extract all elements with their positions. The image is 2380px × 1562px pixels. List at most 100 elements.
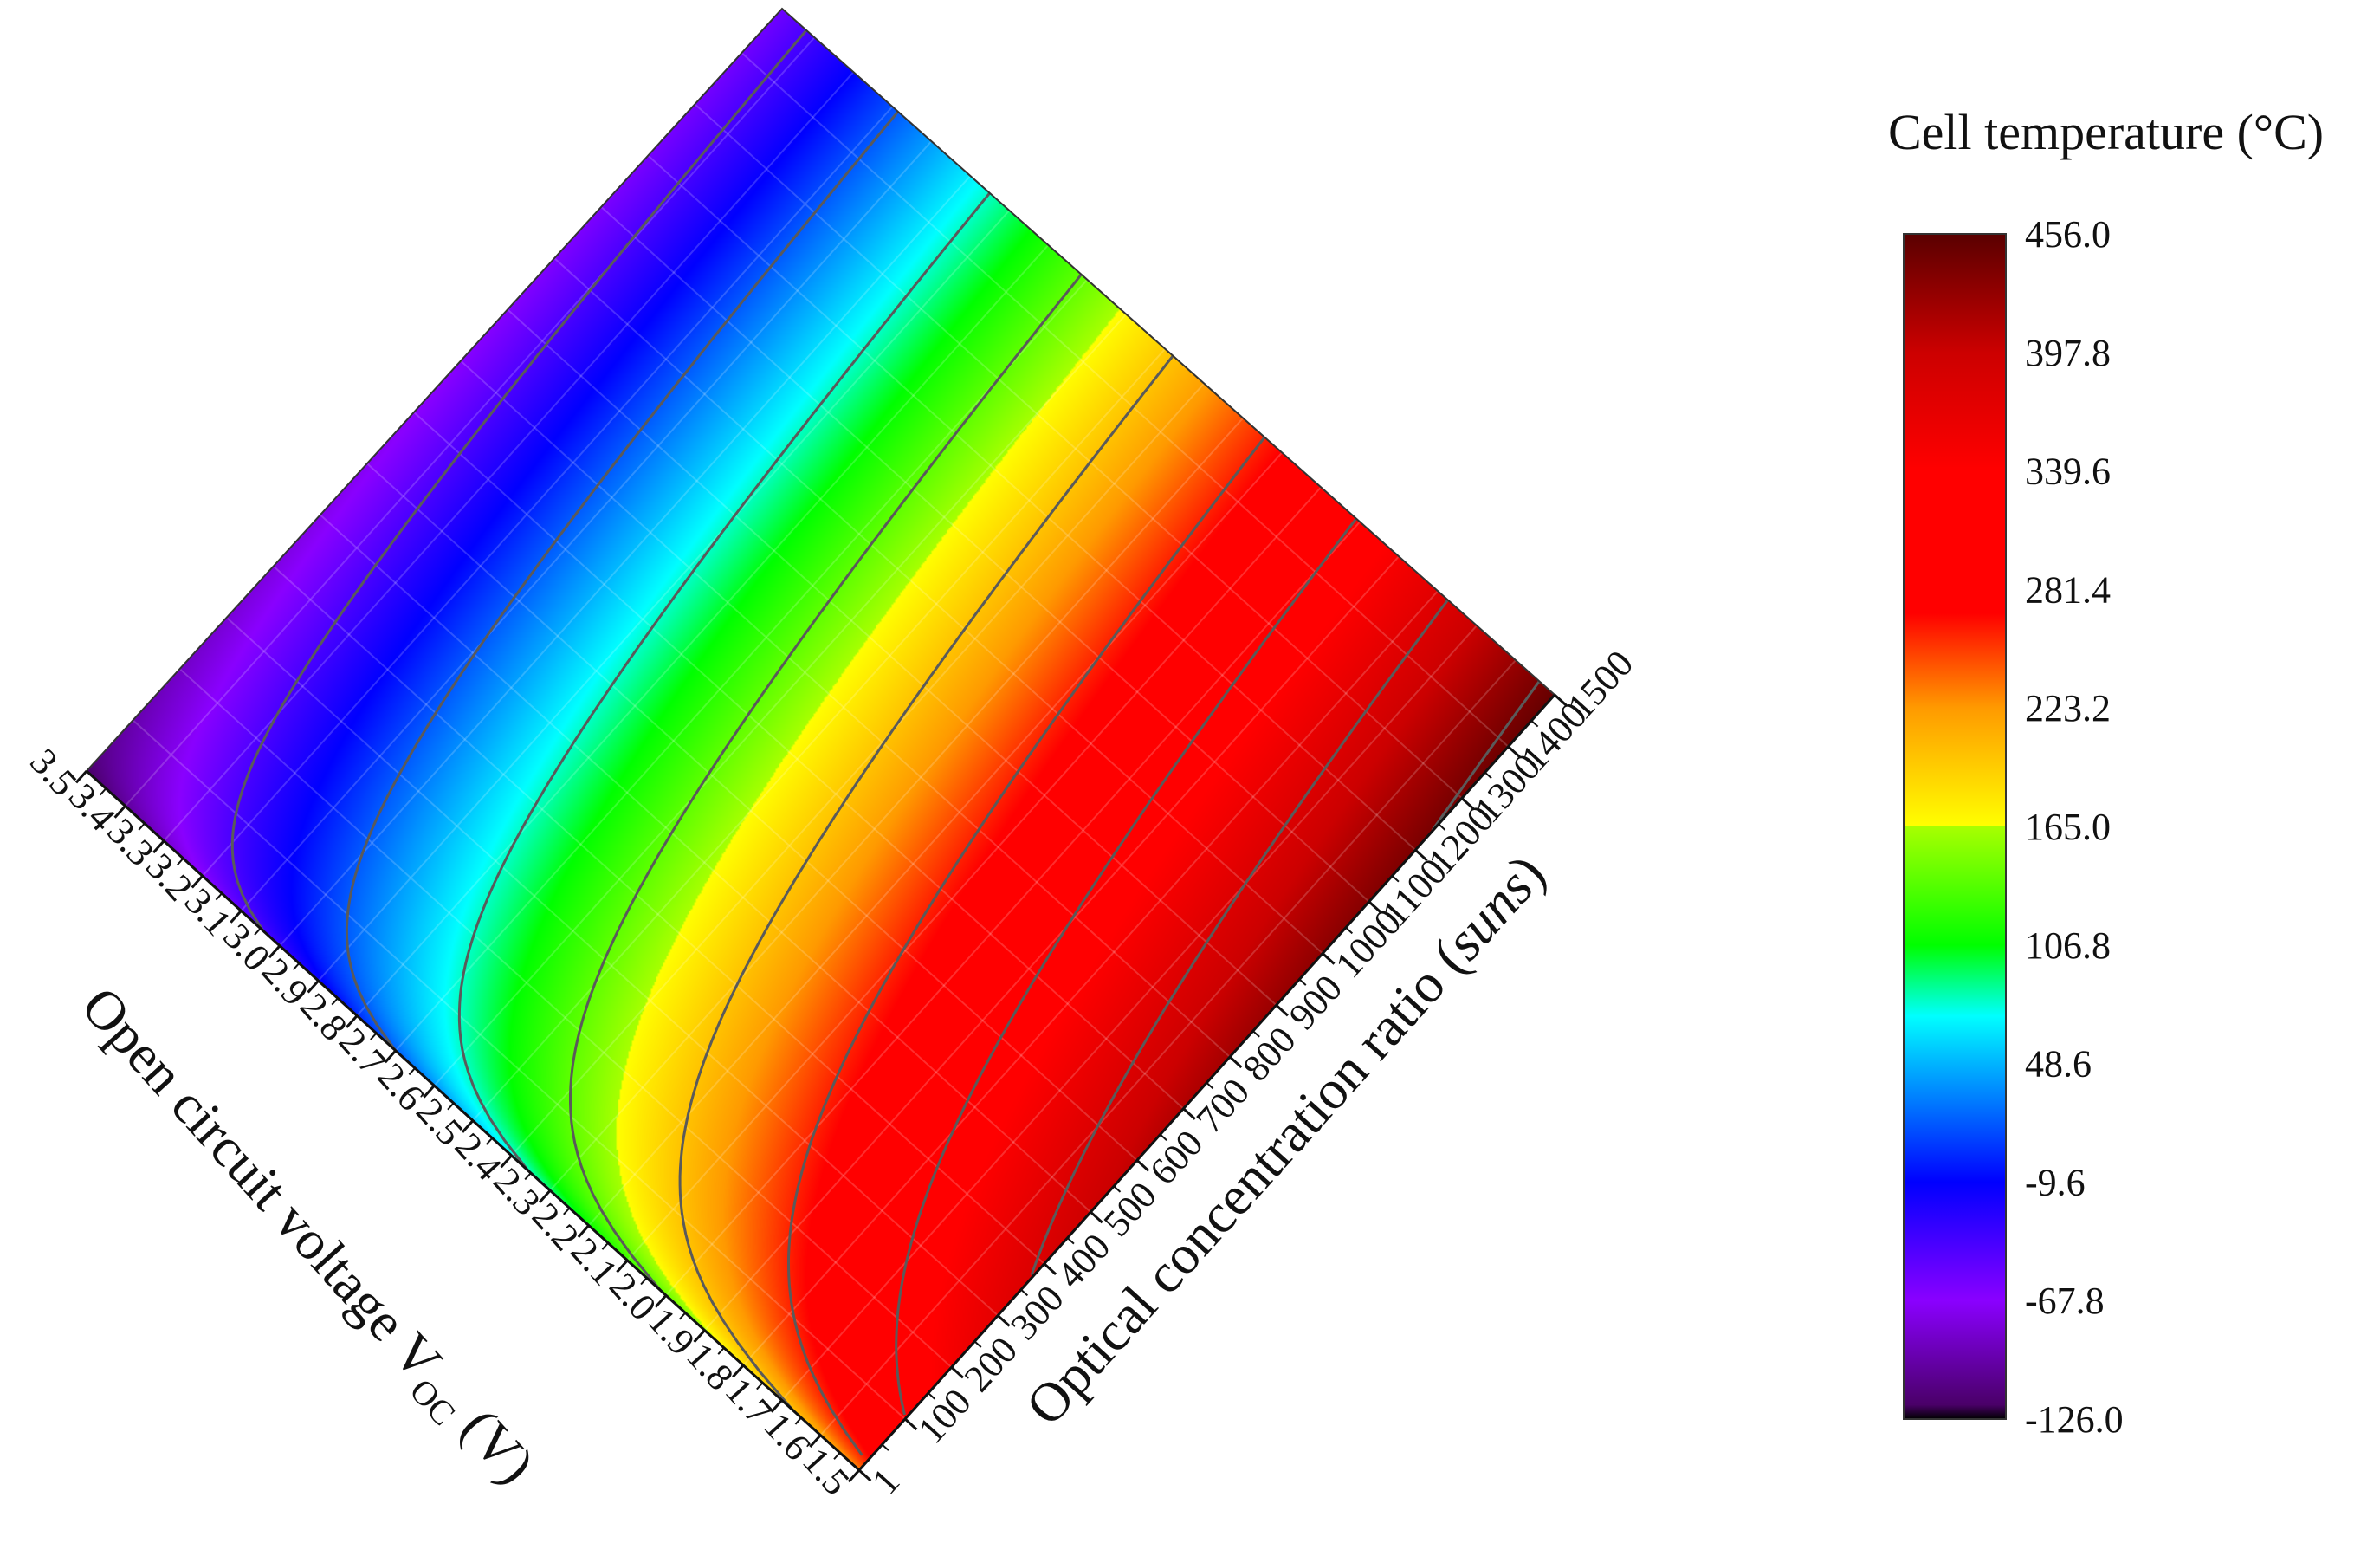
colorbar-title: Cell temperature (°C): [1888, 104, 2324, 160]
contour-line: [1030, 598, 1450, 1276]
x-minor-tick: [1252, 1030, 1260, 1038]
x-tick: [997, 1314, 1011, 1327]
y-tick: [307, 980, 320, 994]
grid-line-y: [703, 554, 1401, 1332]
x-tick: [1368, 900, 1382, 914]
x-minor-tick: [928, 1392, 935, 1400]
x-minor-tick: [1298, 978, 1307, 986]
y-tick: [654, 1294, 668, 1308]
x-tick: [857, 1468, 872, 1482]
y-tick: [461, 1119, 475, 1133]
grid-line-y: [279, 170, 976, 947]
grid-line-y: [819, 658, 1517, 1436]
y-tick: [809, 1434, 822, 1449]
x-tick: [1553, 693, 1568, 707]
contour-line: [895, 515, 1359, 1416]
y-tick: [847, 1468, 861, 1483]
y-minor-tick: [331, 997, 339, 1006]
contour-line: [678, 351, 1177, 1411]
y-tick: [74, 769, 88, 784]
colorbar-label: 106.8: [2025, 924, 2111, 967]
y-minor-tick: [177, 858, 184, 865]
y-minor-tick: [794, 1416, 802, 1425]
y-tick: [113, 805, 126, 819]
grid-line-x: [549, 253, 1323, 955]
grid-line-y: [356, 239, 1053, 1017]
x-minor-tick: [1066, 1237, 1075, 1245]
colorbar-labels: 456.0 397.8 339.6 281.4 223.2 165.0 106.8 48.6 -…: [2025, 213, 2124, 1441]
y-tick: [191, 875, 204, 889]
x-tick: [1460, 797, 1475, 810]
grid-line-y: [240, 134, 938, 912]
y-tick: [577, 1224, 590, 1238]
grid-line-x: [364, 460, 1138, 1162]
x-minor-tick: [1438, 823, 1446, 831]
contour-line: [230, 22, 814, 932]
y-tick: [423, 1085, 436, 1099]
grid-line-x: [224, 615, 999, 1317]
y-minor-tick: [756, 1382, 764, 1390]
colorbar-label: -126.0: [2025, 1398, 2124, 1441]
grid-line-y: [433, 309, 1131, 1086]
contour-line: [569, 269, 1086, 1292]
contour-line: [457, 186, 996, 1172]
y-tick: [500, 1154, 513, 1169]
grid-line-y: [510, 379, 1208, 1157]
grid-line-x: [734, 46, 1510, 748]
grid-line-x: [410, 408, 1185, 1110]
grid-line-y: [549, 414, 1246, 1191]
grid-line-y: [472, 344, 1169, 1122]
x-minor-tick: [1206, 1082, 1214, 1090]
y-tick: [539, 1189, 552, 1203]
grid-line-y: [124, 29, 822, 807]
y-minor-tick: [408, 1067, 416, 1076]
grid-line-y: [626, 484, 1324, 1261]
grid-line-x: [178, 667, 953, 1368]
colorbar-gradient: [1903, 233, 2007, 1420]
y-tick: [384, 1049, 397, 1064]
colorbar-label: 397.8: [2025, 332, 2111, 374]
y-minor-tick: [99, 787, 107, 796]
contour-line: [787, 433, 1268, 1456]
grid-line-x: [317, 512, 1091, 1213]
contour-line: [1431, 680, 1541, 832]
colorbar-label: -67.8: [2025, 1280, 2105, 1322]
x-minor-tick: [973, 1340, 982, 1348]
y-minor-tick: [447, 1102, 455, 1111]
grid-line-x: [271, 564, 1045, 1265]
grid-line-x: [502, 305, 1277, 1006]
colorbar-label: 223.2: [2025, 687, 2111, 729]
x-ticks: [857, 693, 1568, 1482]
grid-lines: [87, 9, 1555, 1470]
grid-line-x: [132, 719, 906, 1420]
colorbar: Cell temperature (°C) 456.0 397.8 339.6 281…: [1888, 104, 2324, 1441]
y-minor-tick: [215, 892, 223, 901]
x-minor-tick: [1113, 1185, 1122, 1193]
y-minor-tick: [292, 962, 301, 971]
grid-line-y: [665, 519, 1362, 1296]
y-minor-tick: [370, 1032, 378, 1040]
x-minor-tick: [1391, 875, 1400, 883]
grid-line-x: [456, 357, 1231, 1058]
x-tick-label: 1: [863, 1460, 908, 1502]
x-minor-tick: [1159, 1133, 1167, 1141]
grid-line-y: [588, 449, 1285, 1227]
x-tick: [1414, 849, 1428, 862]
y-minor-tick: [563, 1207, 571, 1215]
y-minor-tick: [138, 822, 146, 831]
x-tick: [950, 1366, 964, 1379]
y-tick: [693, 1329, 706, 1343]
y-minor-tick: [485, 1137, 494, 1145]
x-axis-line: [857, 693, 1556, 1472]
y-ticks: [74, 769, 861, 1483]
y-tick: [268, 944, 281, 959]
x-tick: [1135, 1159, 1150, 1172]
y-minor-tick: [524, 1172, 532, 1181]
colorbar-label: 339.6: [2025, 450, 2111, 493]
y-tick: [732, 1364, 745, 1378]
grid-line-y: [742, 589, 1439, 1366]
x-minor-tick: [881, 1443, 889, 1451]
y-minor-tick: [254, 927, 262, 936]
x-tick: [1322, 952, 1336, 965]
